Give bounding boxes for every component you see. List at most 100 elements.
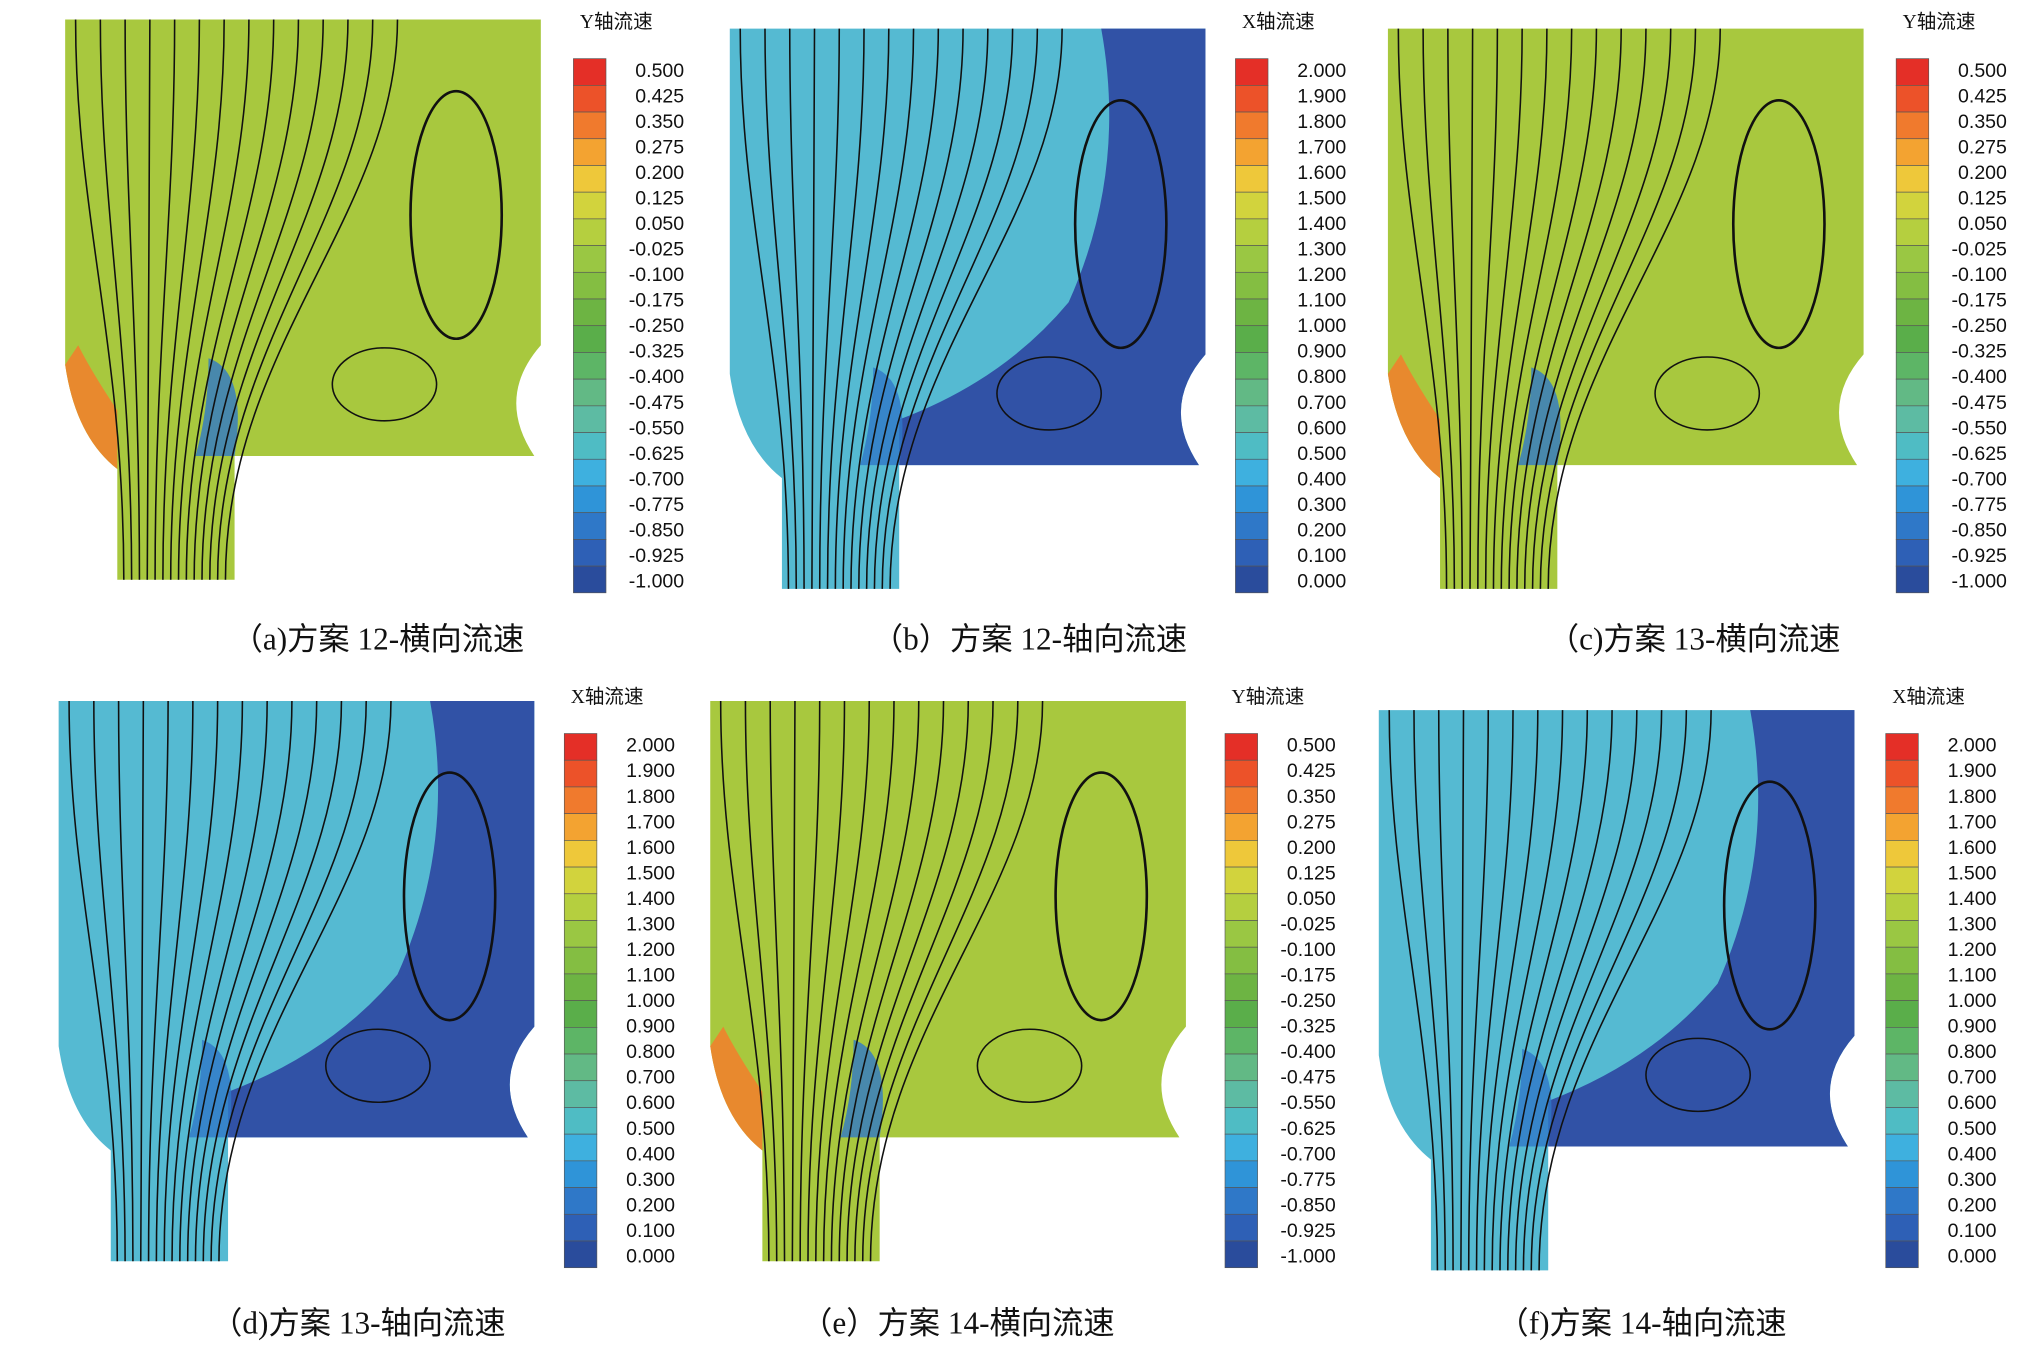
colorbar-band: [1885, 1187, 1919, 1215]
colorbar-band: [1235, 565, 1269, 594]
vortex: [1054, 771, 1149, 1022]
caption: （a)方案 12-横向流速: [232, 621, 525, 656]
legend-label: 1.400: [1297, 213, 1346, 235]
legend-label: 0.200: [626, 1194, 675, 1216]
legend-label: 0.350: [1958, 111, 2007, 133]
legend-label: 0.800: [1297, 366, 1346, 388]
vortex: [1645, 1037, 1751, 1113]
legend-label: -0.700: [629, 468, 685, 490]
colorbar-band: [1235, 191, 1269, 220]
jet-zone: [1518, 367, 1561, 466]
legend-label: -1.000: [629, 571, 685, 593]
caption: （d)方案 13-轴向流速: [211, 1306, 505, 1341]
legend-label: -0.025: [1280, 913, 1336, 935]
colorbar-band: [1885, 786, 1919, 814]
legend-label: 1.400: [1948, 888, 1997, 910]
colorbar-band: [573, 85, 607, 113]
colorbar-band: [573, 298, 607, 327]
legend-label: 1.600: [626, 837, 675, 859]
legend-label: -1.000: [1952, 571, 2008, 593]
streamline: [201, 19, 324, 580]
streamline: [1413, 710, 1447, 1271]
streamline: [1469, 28, 1474, 589]
colorbar-band: [563, 920, 598, 948]
colorbar-band: [1235, 539, 1269, 567]
contour-panel: [1378, 710, 1855, 1271]
colorbar-band: [573, 405, 607, 433]
contour-panel: [729, 28, 1206, 589]
legend-label: 0.400: [1948, 1143, 1997, 1165]
colorbar-band: [1224, 1053, 1258, 1082]
colorbar-band: [573, 565, 607, 594]
streamline: [1460, 710, 1465, 1271]
streamline: [869, 700, 1044, 1262]
vortex: [1654, 356, 1761, 431]
contour-panel: [1387, 28, 1864, 589]
legend-label: 0.200: [1297, 519, 1346, 541]
streamline: [169, 19, 225, 580]
colorbar-band: [563, 759, 598, 788]
legend-label: 1.300: [1948, 913, 1997, 935]
caption: （b）方案 12-轴向流速: [872, 621, 1187, 656]
vortex: [996, 356, 1102, 431]
streamline: [163, 700, 219, 1262]
colorbar-band: [1895, 565, 1930, 594]
low-zone: [1548, 710, 1855, 1147]
colorbar-band: [1895, 539, 1930, 567]
streamline: [68, 700, 119, 1262]
streamline: [1538, 710, 1712, 1271]
colorbar-band: [1885, 1080, 1919, 1108]
legend-label: 0.050: [1958, 213, 2007, 235]
legend-label: 1.500: [626, 862, 675, 884]
jet-zone: [840, 1039, 883, 1138]
streamline: [185, 19, 275, 580]
legend-label: -0.700: [1280, 1143, 1336, 1165]
colorbar-band: [1895, 165, 1930, 193]
colorbar-band: [1224, 946, 1258, 975]
colorbar: 2.000 1.900 1.800 1.700 1.600 1.500 1.400 1.300…: [563, 733, 675, 1269]
colorbar-band: [1224, 759, 1258, 788]
streamline: [1388, 710, 1439, 1271]
legend-label: -0.550: [629, 417, 685, 439]
colorbar-band: [1235, 298, 1269, 327]
colorbar: 2.000 1.900 1.800 1.700 1.600 1.500 1.400 1.300…: [1235, 58, 1346, 594]
colorbar-band: [573, 271, 607, 300]
legend-label: 1.000: [626, 990, 675, 1012]
colorbar-band: [1885, 1133, 1919, 1162]
colorbar-band: [1235, 458, 1269, 487]
legend-label: 2.000: [1948, 735, 1997, 757]
legend-label: -0.400: [629, 366, 685, 388]
vortex: [402, 771, 497, 1022]
colorbar-band: [1895, 512, 1930, 540]
streamline: [1484, 28, 1523, 589]
colorbar-band: [1895, 378, 1930, 407]
legend-label: 0.300: [1948, 1169, 1997, 1191]
legend-label: 1.200: [626, 939, 675, 961]
colorbar-band: [1235, 138, 1269, 166]
colorbar-band: [1235, 512, 1269, 540]
colorbar-band: [573, 58, 607, 86]
streamline: [788, 28, 805, 589]
legend-label: -0.475: [629, 392, 685, 414]
colorbar-band: [1235, 218, 1269, 246]
legend-label: 0.900: [1948, 1016, 1997, 1038]
legend-label: -0.100: [1952, 264, 2008, 286]
colorbar-band: [1885, 1240, 1919, 1269]
streamline: [1475, 710, 1514, 1271]
legend-label: 0.425: [1287, 760, 1336, 782]
streamline: [719, 700, 770, 1262]
legend-title: Y轴流速: [1903, 11, 1976, 33]
colorbar-band: [563, 866, 598, 895]
colorbar-band: [573, 485, 607, 514]
streamline: [177, 19, 250, 580]
colorbar-band: [573, 245, 607, 273]
legend-label: -0.550: [1280, 1092, 1336, 1114]
colorbar-band: [1895, 432, 1930, 460]
legend-label: 0.425: [635, 85, 684, 107]
streamline: [842, 28, 915, 589]
legend-label: -0.025: [1952, 239, 2008, 261]
colorbar-band: [1885, 840, 1919, 868]
legend-label: -0.400: [1952, 366, 2008, 388]
legend-label: -0.175: [1280, 965, 1336, 987]
streamline: [1514, 710, 1638, 1271]
